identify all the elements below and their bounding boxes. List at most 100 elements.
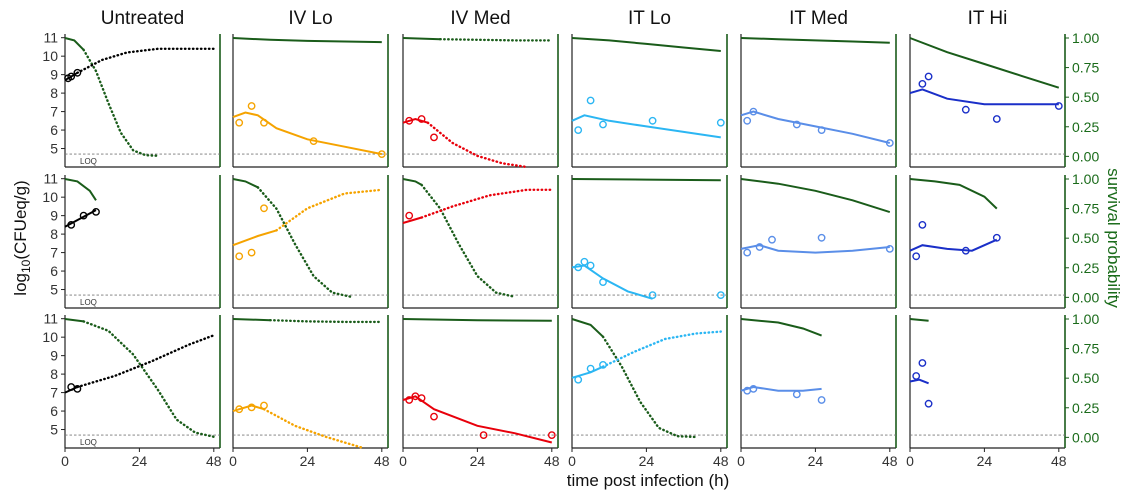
data-point bbox=[405, 396, 414, 404]
panel bbox=[909, 315, 1066, 449]
x-tick-label: 24 bbox=[639, 453, 655, 469]
x-tick-label: 24 bbox=[132, 453, 148, 469]
y-tick-label: 7 bbox=[50, 245, 58, 261]
survival-curve-solid bbox=[571, 37, 721, 52]
y-right-tick-label: 1.00 bbox=[1072, 171, 1099, 187]
survival-curve-solid bbox=[402, 178, 423, 186]
y-right-tick-label: 0.75 bbox=[1072, 60, 1099, 76]
data-point bbox=[749, 107, 758, 116]
survival-curve-solid bbox=[232, 178, 259, 189]
survival-curve-solid bbox=[402, 37, 441, 41]
data-point bbox=[574, 263, 583, 272]
data-point bbox=[1054, 102, 1063, 110]
data-point bbox=[405, 211, 414, 220]
y-tick-label: 8 bbox=[50, 85, 58, 101]
column-title: IV Lo bbox=[288, 8, 332, 29]
data-point bbox=[417, 115, 426, 123]
fit-curve-solid bbox=[909, 238, 998, 252]
y-tick-label: 11 bbox=[43, 30, 58, 46]
data-point bbox=[599, 278, 607, 286]
x-tick-label: 24 bbox=[470, 453, 486, 469]
survival-curve-dotted bbox=[256, 186, 352, 298]
x-axis-title: time post infection (h) bbox=[567, 471, 730, 490]
fit-curve-solid bbox=[571, 114, 721, 139]
data-point bbox=[918, 220, 927, 229]
y-tick-label: 11 bbox=[43, 311, 58, 327]
fit-curve-solid bbox=[402, 216, 422, 224]
y-tick-label: 6 bbox=[50, 263, 58, 279]
survival-curve-solid bbox=[740, 178, 891, 214]
data-point bbox=[924, 72, 933, 81]
y-tick-label: 9 bbox=[50, 67, 58, 83]
chart-axes: 5 6 7 8 9 10 11 5 6 7 8 9 10 11 5 6 7 8 9 10 11 0.00 0.25 0.50 0… bbox=[42, 30, 1099, 469]
survival-curve-solid bbox=[64, 318, 84, 323]
data-point bbox=[817, 396, 826, 404]
data-point bbox=[92, 207, 100, 216]
data-point bbox=[716, 291, 725, 299]
y-tick-label: 8 bbox=[50, 226, 58, 242]
y-right-tick-label: 0.00 bbox=[1072, 289, 1099, 305]
survival-curve-solid bbox=[909, 318, 929, 322]
y-right-tick-label: 0.50 bbox=[1072, 370, 1099, 386]
survival-curve-dotted bbox=[82, 48, 160, 157]
data-point bbox=[817, 126, 826, 135]
x-tick-label: 0 bbox=[61, 453, 69, 469]
survival-curve-solid bbox=[64, 178, 97, 201]
survival-curve-solid bbox=[232, 37, 382, 44]
x-tick-label: 48 bbox=[544, 453, 560, 469]
fit-curve-dotted bbox=[76, 334, 215, 389]
y-tick-label: 6 bbox=[50, 122, 58, 138]
data-point bbox=[749, 384, 758, 393]
data-point bbox=[992, 233, 1001, 242]
panel bbox=[740, 175, 897, 309]
survival-curve-solid bbox=[740, 318, 822, 337]
panel bbox=[232, 34, 389, 168]
data-point bbox=[574, 375, 583, 384]
x-tick-label: 0 bbox=[737, 453, 745, 469]
y-right-tick-label: 0.25 bbox=[1072, 119, 1099, 135]
y-axis-title-right: survival probability bbox=[1104, 168, 1123, 308]
data-point bbox=[235, 118, 244, 127]
x-tick-label: 48 bbox=[374, 453, 390, 469]
data-point bbox=[73, 384, 82, 393]
y-right-tick-label: 0.00 bbox=[1072, 148, 1099, 164]
y-tick-label: 10 bbox=[42, 329, 58, 345]
panel bbox=[909, 34, 1066, 168]
fit-curve-dotted bbox=[420, 188, 553, 219]
data-point bbox=[309, 137, 318, 146]
fit-curve-solid bbox=[232, 404, 265, 413]
survival-curve-solid bbox=[571, 178, 721, 182]
data-point bbox=[924, 399, 933, 408]
survival-curve-solid bbox=[909, 37, 1060, 89]
data-point bbox=[377, 150, 386, 159]
y-right-tick-label: 0.50 bbox=[1072, 230, 1099, 246]
column-title: IT Med bbox=[789, 8, 848, 29]
column-title: IV Med bbox=[450, 8, 510, 29]
panel bbox=[232, 315, 389, 450]
data-point bbox=[260, 204, 268, 213]
data-point bbox=[235, 405, 244, 414]
data-point bbox=[599, 360, 607, 369]
y-tick-label: 9 bbox=[50, 208, 58, 224]
data-point bbox=[961, 105, 970, 114]
y-tick-label: 7 bbox=[50, 385, 58, 401]
loq-label: LOQ bbox=[80, 438, 97, 447]
data-point bbox=[817, 233, 826, 242]
fit-curve-solid bbox=[232, 229, 277, 247]
x-tick-label: 48 bbox=[206, 453, 222, 469]
y-right-tick-label: 0.25 bbox=[1072, 260, 1099, 276]
survival-curve-solid bbox=[571, 318, 604, 338]
panel bbox=[909, 175, 1066, 309]
data-point bbox=[755, 243, 764, 251]
y-right-tick-label: 0.75 bbox=[1072, 201, 1099, 217]
data-point bbox=[992, 115, 1001, 123]
loq-label: LOQ bbox=[80, 157, 97, 166]
y-right-tick-label: 0.00 bbox=[1072, 429, 1099, 445]
panel: LOQ bbox=[64, 34, 221, 168]
survival-curve-solid bbox=[64, 37, 85, 51]
fit-curve-solid bbox=[740, 110, 891, 144]
data-point bbox=[67, 72, 76, 81]
chart-panels: LOQ LOQ LOQ bbox=[64, 34, 1066, 450]
data-point bbox=[885, 244, 894, 253]
survival-curve-solid bbox=[402, 318, 552, 322]
